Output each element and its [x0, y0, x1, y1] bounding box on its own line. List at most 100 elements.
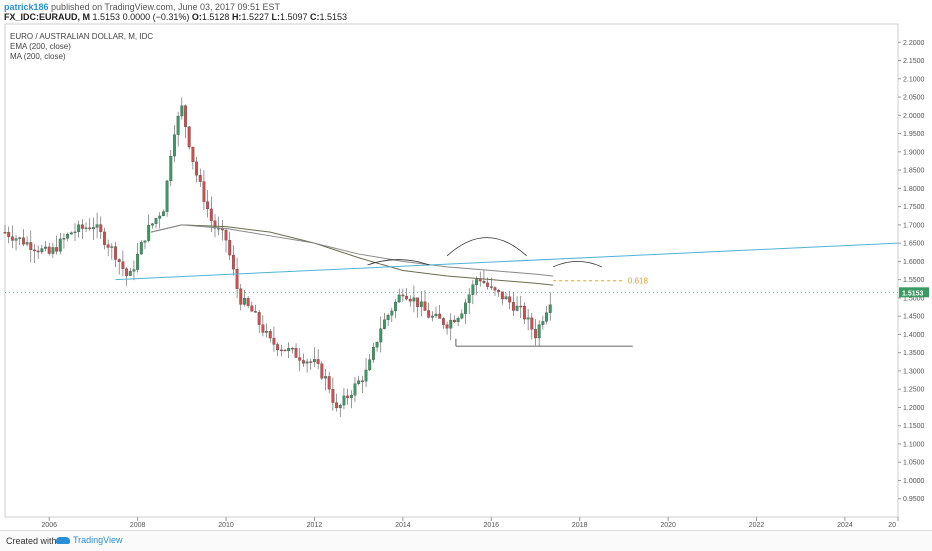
y-tick-label: 0.9500: [903, 496, 925, 503]
candle-up: [77, 224, 81, 233]
trendline: [115, 242, 899, 281]
candle-up: [349, 394, 353, 398]
candle-down: [250, 305, 254, 312]
created-with-text: Created with: [6, 536, 57, 546]
tradingview-brand: TradingView: [73, 535, 123, 545]
legend-title: EURO / AUSTRALIAN DOLLAR, M, IDC: [10, 32, 154, 41]
candle-down: [486, 282, 490, 287]
candle-up: [40, 248, 44, 253]
y-tick-label: 1.8500: [903, 168, 925, 175]
candle-down: [346, 395, 350, 398]
candle-up: [379, 328, 383, 343]
candle-down: [441, 318, 445, 325]
candle-down: [121, 261, 125, 269]
candle-down: [416, 297, 420, 307]
high-value: 1.5227: [241, 12, 269, 22]
candle-up: [128, 271, 132, 276]
x-tick-label: 2008: [130, 522, 146, 529]
ema-200-line: [150, 224, 554, 277]
candle-up: [371, 347, 375, 360]
y-tick-label: 2.2000: [903, 40, 925, 47]
candle-up: [143, 240, 147, 243]
candle-down: [117, 259, 121, 262]
candle-down: [530, 317, 534, 330]
candle-up: [545, 312, 548, 322]
candle-down: [47, 246, 51, 254]
candle-down: [320, 363, 324, 379]
candle-down: [405, 295, 408, 300]
candle-down: [301, 360, 305, 364]
author-link[interactable]: patrick186: [4, 2, 49, 12]
candle-down: [453, 319, 456, 323]
candle-down: [21, 237, 25, 245]
candle-down: [500, 291, 504, 300]
candle-down: [202, 181, 206, 202]
candle-up: [338, 404, 342, 409]
y-tick-label: 2.0000: [903, 113, 925, 120]
candle-up: [390, 310, 394, 316]
candle-up: [110, 246, 114, 248]
candle-down: [268, 331, 272, 339]
candle-up: [541, 321, 545, 325]
symbol-label: FX_IDC:EURAUD, M: [4, 12, 91, 22]
open-value: 1.5128: [201, 12, 230, 22]
candle-up: [44, 246, 47, 249]
candle-up: [383, 319, 386, 329]
candle-down: [478, 279, 482, 282]
high-label: H:: [231, 12, 242, 22]
candle-up: [419, 301, 423, 307]
candle-up: [95, 224, 99, 228]
candle-up: [173, 134, 176, 157]
candle-up: [357, 380, 361, 384]
last-value: 1.5153: [92, 12, 121, 22]
candle-down: [482, 280, 486, 284]
candle-down: [508, 296, 512, 303]
candle-up: [73, 231, 77, 234]
legend-ma[interactable]: MA (200, close): [10, 52, 66, 61]
candle-up: [132, 269, 136, 272]
tradingview-logo[interactable]: TradingView: [56, 535, 123, 545]
x-tick-label: 2006: [41, 522, 57, 529]
candle-down: [198, 175, 202, 182]
y-tick-label: 2.1500: [903, 58, 925, 65]
y-tick-label: 1.6500: [903, 241, 925, 248]
candle-up: [460, 313, 464, 319]
candle-down: [228, 239, 232, 256]
candle-up: [136, 253, 140, 270]
y-tick-label: 1.5000: [903, 295, 925, 302]
candle-up: [375, 341, 379, 348]
candle-up: [66, 233, 70, 239]
candle-down: [80, 224, 84, 229]
candle-up: [69, 232, 73, 235]
x-tick-label: 2020: [660, 522, 676, 529]
x-tick-label: 2014: [395, 522, 411, 529]
candle-up: [467, 294, 471, 303]
candle-up: [504, 296, 508, 300]
candle-down: [519, 305, 523, 308]
candle-up: [449, 319, 453, 329]
candle-up: [51, 247, 55, 254]
candle-down: [327, 376, 331, 390]
ohlc-line: FX_IDC:EURAUD, M 1.5153 0.0000 (−0.31%) …: [4, 12, 347, 22]
y-tick-label: 1.4500: [903, 314, 925, 321]
candle-up: [165, 180, 169, 212]
open-label: O:: [191, 12, 202, 22]
low-value: 1.5097: [279, 12, 308, 22]
candle-down: [316, 359, 320, 364]
candle-down: [235, 269, 239, 289]
legend-ema[interactable]: EMA (200, close): [10, 42, 71, 51]
candle-down: [213, 220, 217, 229]
candle-up: [353, 383, 357, 396]
candle-down: [55, 247, 59, 252]
tradingview-cloud-icon: [56, 537, 70, 545]
candle-down: [103, 231, 106, 245]
candle-down: [294, 348, 298, 358]
y-tick-label: 1.8000: [903, 186, 925, 193]
candle-down: [523, 306, 526, 320]
y-tick-label: 2.0500: [903, 95, 925, 102]
candle-down: [489, 286, 493, 288]
price-chart[interactable]: 2006 2008 2010 2012 2014 2016 2018 2020 2022 2024…: [0, 0, 932, 530]
y-tick-label: 1.6000: [903, 259, 925, 266]
candle-down: [283, 349, 287, 352]
chart-legend: EURO / AUSTRALIAN DOLLAR, M, IDC EMA (20…: [10, 32, 153, 62]
